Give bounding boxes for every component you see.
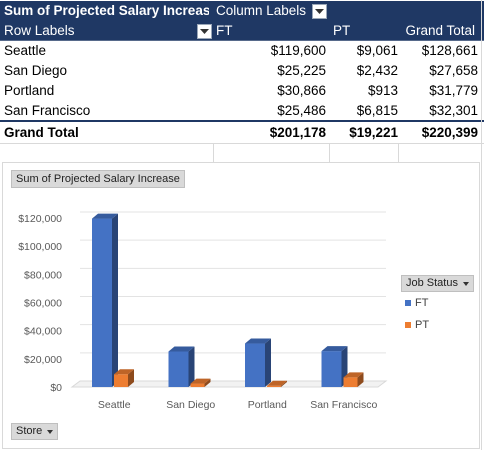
column-header-grand-total: Grand Total: [405, 23, 475, 38]
table-row[interactable]: San Francisco $25,486 $6,815 $32,301: [0, 101, 484, 121]
chevron-down-icon: [200, 28, 209, 34]
cell-pt: $913: [367, 83, 398, 98]
grand-total-total: $220,399: [421, 125, 478, 140]
cell-ft: $25,225: [277, 63, 326, 78]
cell-total: $31,779: [429, 83, 478, 98]
axis-field-label: Store: [16, 425, 43, 437]
table-row[interactable]: Portland $30,866 $913 $31,779: [0, 81, 484, 101]
grand-total-pt: $19,221: [349, 125, 398, 140]
chevron-down-icon: [47, 429, 54, 434]
cell-ft: $30,866: [277, 83, 326, 98]
column-header-pt: PT: [333, 23, 351, 38]
cell-ft: $25,486: [277, 103, 326, 118]
row-label: San Francisco: [4, 103, 91, 118]
grand-total-divider: [0, 120, 484, 121]
cell-pt: $2,432: [356, 63, 398, 78]
chevron-down-icon: [462, 281, 469, 286]
grand-total-row[interactable]: Grand Total $201,178 $19,221 $220,399: [0, 121, 484, 143]
legend-entry-ft[interactable]: FT: [405, 297, 428, 309]
pivot-chart[interactable]: [2, 162, 480, 449]
sheet-gridline: [0, 143, 484, 144]
axis-field-button[interactable]: Store: [11, 423, 59, 440]
cell-total: $32,301: [429, 103, 478, 118]
cell-ft: $119,600: [270, 43, 326, 58]
pivot-header-row-1: Sum of Projected Salary Increase Column …: [0, 1, 484, 21]
chevron-down-icon: [315, 8, 324, 14]
grand-total-ft: $201,178: [269, 125, 326, 140]
row-label: Seattle: [4, 43, 47, 58]
cell-pt: $6,815: [356, 103, 398, 118]
grand-total-label: Grand Total: [4, 125, 79, 140]
pivot-value-field-label: Sum of Projected Salary Increase: [4, 3, 209, 18]
legend-label-pt: PT: [415, 319, 430, 331]
cell-pt: $9,061: [356, 43, 398, 58]
row-label: Portland: [4, 83, 55, 98]
legend-field-label: Job Status: [406, 277, 458, 289]
row-label: San Diego: [4, 63, 68, 78]
table-row[interactable]: Seattle $119,600 $9,061 $128,661: [0, 41, 484, 61]
sheet-gridline: [481, 0, 482, 450]
column-labels-header: Column Labels: [216, 3, 307, 18]
row-labels-filter-button[interactable]: [197, 24, 212, 39]
legend-label-ft: FT: [415, 297, 429, 309]
cell-total: $128,661: [421, 43, 478, 58]
column-header-ft: FT: [216, 23, 233, 38]
legend-field-button[interactable]: Job Status: [401, 275, 474, 292]
cell-total: $27,658: [429, 63, 478, 78]
sheet-gridline: [398, 144, 399, 162]
column-labels-filter-button[interactable]: [312, 4, 327, 19]
table-row[interactable]: San Diego $25,225 $2,432 $27,658: [0, 61, 484, 81]
chart-value-field-button[interactable]: Sum of Projected Salary Increase: [11, 170, 185, 188]
legend-swatch-pt: [405, 322, 411, 328]
pivot-header-row-2: Row Labels FT PT Grand Total: [0, 21, 484, 41]
sheet-gridline: [213, 144, 214, 162]
row-labels-header: Row Labels: [4, 23, 75, 38]
legend-entry-pt[interactable]: PT: [405, 319, 429, 331]
sheet-gridline: [329, 144, 330, 162]
legend-swatch-ft: [405, 300, 411, 306]
